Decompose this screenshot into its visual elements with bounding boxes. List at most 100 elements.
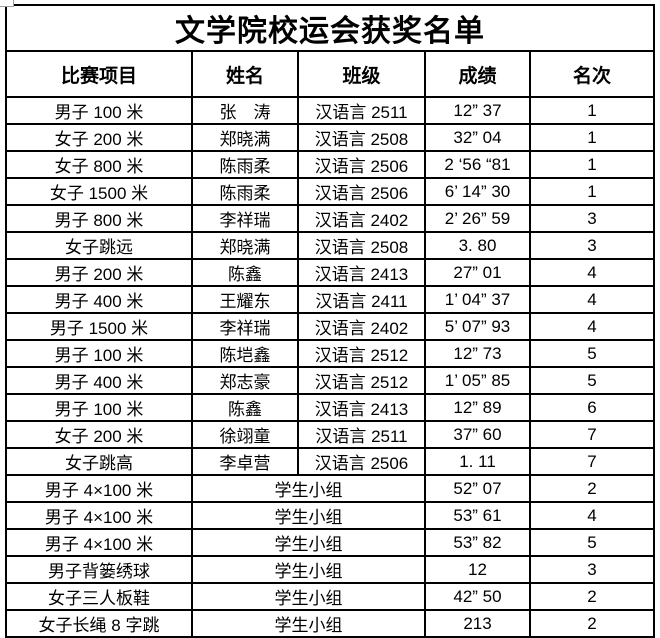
table-row: 女子跳远 郑晓满 汉语言 2508 3. 80 3 bbox=[5, 231, 656, 260]
cell-rank: 3 bbox=[528, 555, 656, 584]
table-row: 男子 100 米 张 涛 汉语言 2511 12” 37 1 bbox=[5, 96, 656, 125]
cell-rank: 2 bbox=[528, 474, 656, 503]
page-title: 文学院校运会获奖名单 bbox=[4, 4, 656, 52]
header-row: 比赛项目 姓名 班级 成绩 名次 bbox=[5, 50, 656, 98]
cell-class: 汉语言 2506 bbox=[297, 177, 426, 206]
cell-score: 42” 50 bbox=[424, 582, 531, 611]
cell-class: 汉语言 2402 bbox=[297, 204, 426, 233]
cell-score: 12 bbox=[424, 555, 531, 584]
cell-rank: 4 bbox=[528, 285, 656, 314]
cell-rank: 3 bbox=[528, 231, 656, 260]
table-row: 男子 200 米 陈鑫 汉语言 2413 27” 01 4 bbox=[5, 258, 656, 287]
cell-name: 陈鑫 bbox=[191, 393, 299, 422]
table-row: 男子 4×100 米 学生小组 53” 61 4 bbox=[5, 501, 656, 530]
cell-event: 男子 4×100 米 bbox=[5, 474, 193, 503]
cell-class: 汉语言 2402 bbox=[297, 312, 426, 341]
table-row: 男子背篓绣球 学生小组 12 3 bbox=[5, 555, 656, 584]
cell-event: 男子 400 米 bbox=[5, 285, 193, 314]
cell-name: 李祥瑞 bbox=[191, 312, 299, 341]
col-header-class: 班级 bbox=[297, 50, 426, 98]
cell-score: 213 bbox=[424, 609, 531, 638]
table-row: 男子 4×100 米 学生小组 52” 07 2 bbox=[5, 474, 656, 503]
cell-group: 学生小组 bbox=[191, 528, 426, 557]
table-row: 女子长绳 8 字跳 学生小组 213 2 bbox=[5, 609, 656, 638]
cell-rank: 5 bbox=[528, 528, 656, 557]
cell-name: 郑晓满 bbox=[191, 123, 299, 152]
cell-name: 王耀东 bbox=[191, 285, 299, 314]
cell-event: 男子 100 米 bbox=[5, 393, 193, 422]
cell-name: 张 涛 bbox=[191, 96, 299, 125]
cell-score: 3. 80 bbox=[424, 231, 531, 260]
cell-rank: 4 bbox=[528, 258, 656, 287]
cell-score: 1’ 04” 37 bbox=[424, 285, 531, 314]
cell-rank: 5 bbox=[528, 366, 656, 395]
cell-group: 学生小组 bbox=[191, 609, 426, 638]
table-row: 男子 100 米 陈垲鑫 汉语言 2512 12” 73 5 bbox=[5, 339, 656, 368]
cell-name: 郑志豪 bbox=[191, 366, 299, 395]
cell-score: 12” 73 bbox=[424, 339, 531, 368]
cell-class: 汉语言 2508 bbox=[297, 231, 426, 260]
cell-event: 男子 4×100 米 bbox=[5, 501, 193, 530]
table-row: 女子 200 米 徐翊童 汉语言 2511 37” 60 7 bbox=[5, 420, 656, 449]
cell-group: 学生小组 bbox=[191, 501, 426, 530]
cell-score: 52” 07 bbox=[424, 474, 531, 503]
cell-class: 汉语言 2506 bbox=[297, 447, 426, 476]
col-header-event: 比赛项目 bbox=[5, 50, 193, 98]
cell-class: 汉语言 2413 bbox=[297, 393, 426, 422]
cell-name: 陈垲鑫 bbox=[191, 339, 299, 368]
cell-name: 郑晓满 bbox=[191, 231, 299, 260]
cell-class: 汉语言 2508 bbox=[297, 123, 426, 152]
cell-score: 1’ 05” 85 bbox=[424, 366, 531, 395]
cell-score: 53” 61 bbox=[424, 501, 531, 530]
col-header-name: 姓名 bbox=[191, 50, 299, 98]
cell-rank: 4 bbox=[528, 501, 656, 530]
col-header-score: 成绩 bbox=[424, 50, 531, 98]
cell-event: 男子 100 米 bbox=[5, 339, 193, 368]
table-move-handle-artifact bbox=[0, 0, 14, 7]
cell-score: 1. 11 bbox=[424, 447, 531, 476]
cell-event: 女子跳远 bbox=[5, 231, 193, 260]
cell-name: 李祥瑞 bbox=[191, 204, 299, 233]
cell-event: 男子背篓绣球 bbox=[5, 555, 193, 584]
cell-score: 6’ 14” 30 bbox=[424, 177, 531, 206]
cell-rank: 1 bbox=[528, 123, 656, 152]
cell-event: 男子 100 米 bbox=[5, 96, 193, 125]
cell-rank: 2 bbox=[528, 582, 656, 611]
cell-group: 学生小组 bbox=[191, 474, 426, 503]
cell-event: 女子 200 米 bbox=[5, 123, 193, 152]
cell-score: 2 ‘56 “81 bbox=[424, 150, 531, 179]
table-row: 男子 400 米 王耀东 汉语言 2411 1’ 04” 37 4 bbox=[5, 285, 656, 314]
cell-rank: 1 bbox=[528, 177, 656, 206]
cell-event: 男子 4×100 米 bbox=[5, 528, 193, 557]
col-header-rank: 名次 bbox=[528, 50, 656, 98]
cell-name: 陈鑫 bbox=[191, 258, 299, 287]
cell-rank: 4 bbox=[528, 312, 656, 341]
cell-score: 12” 37 bbox=[424, 96, 531, 125]
cell-event: 男子 400 米 bbox=[5, 366, 193, 395]
table-row: 男子 1500 米 李祥瑞 汉语言 2402 5’ 07” 93 4 bbox=[5, 312, 656, 341]
cell-event: 女子长绳 8 字跳 bbox=[5, 609, 193, 638]
cell-name: 徐翊童 bbox=[191, 420, 299, 449]
cell-class: 汉语言 2512 bbox=[297, 366, 426, 395]
cell-rank: 6 bbox=[528, 393, 656, 422]
cell-score: 5’ 07” 93 bbox=[424, 312, 531, 341]
cell-score: 53” 82 bbox=[424, 528, 531, 557]
cell-score: 2’ 26” 59 bbox=[424, 204, 531, 233]
cell-class: 汉语言 2511 bbox=[297, 96, 426, 125]
table-row: 女子三人板鞋 学生小组 42” 50 2 bbox=[5, 582, 656, 611]
table-row: 男子 100 米 陈鑫 汉语言 2413 12” 89 6 bbox=[5, 393, 656, 422]
table-row: 女子 1500 米 陈雨柔 汉语言 2506 6’ 14” 30 1 bbox=[5, 177, 656, 206]
cell-class: 汉语言 2512 bbox=[297, 339, 426, 368]
cell-rank: 7 bbox=[528, 420, 656, 449]
cell-rank: 3 bbox=[528, 204, 656, 233]
table-row: 女子跳高 李卓营 汉语言 2506 1. 11 7 bbox=[5, 447, 656, 476]
table-row: 男子 400 米 郑志豪 汉语言 2512 1’ 05” 85 5 bbox=[5, 366, 656, 395]
cell-rank: 1 bbox=[528, 150, 656, 179]
cell-name: 李卓营 bbox=[191, 447, 299, 476]
cell-event: 男子 800 米 bbox=[5, 204, 193, 233]
cell-event: 女子 200 米 bbox=[5, 420, 193, 449]
table-row: 女子 800 米 陈雨柔 汉语言 2506 2 ‘56 “81 1 bbox=[5, 150, 656, 179]
cell-rank: 5 bbox=[528, 339, 656, 368]
cell-rank: 1 bbox=[528, 96, 656, 125]
